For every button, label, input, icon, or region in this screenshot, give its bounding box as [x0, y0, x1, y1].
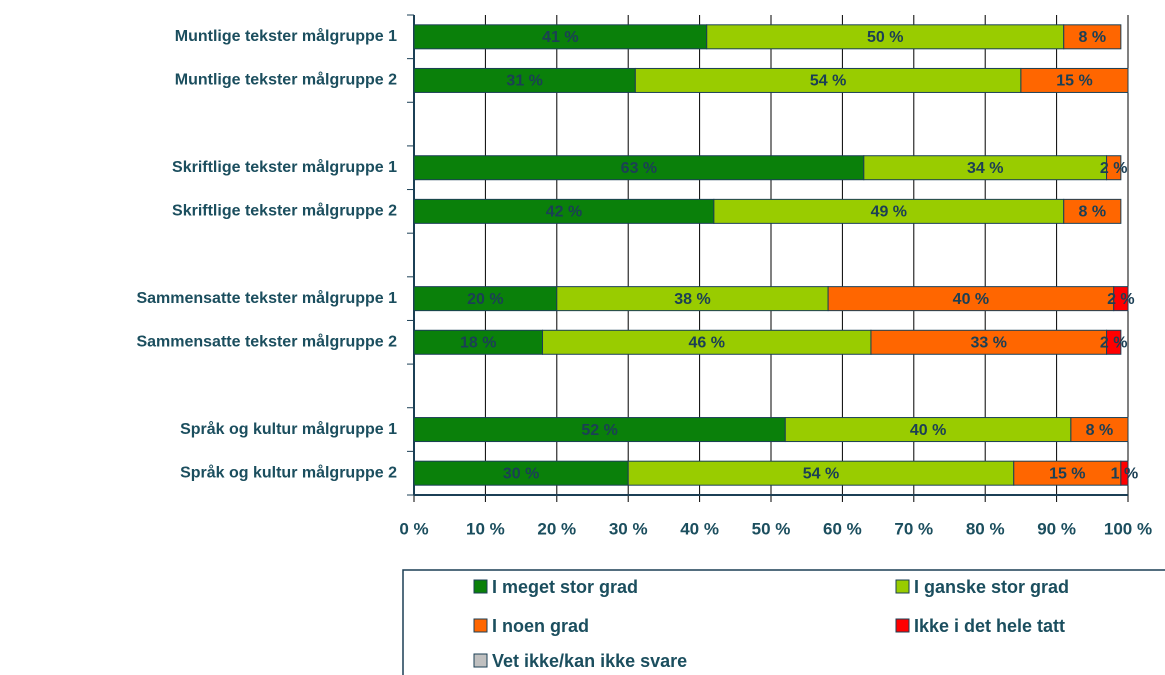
bar-segment	[413, 286, 558, 312]
data-label: 2 %	[1100, 160, 1128, 177]
data-label: 30 %	[503, 465, 539, 482]
bar-segment	[1063, 24, 1122, 50]
data-label: 15 %	[1056, 73, 1092, 90]
bar-segment	[1020, 67, 1129, 93]
legend-box	[402, 569, 1165, 675]
legend-label: I noen grad	[492, 616, 589, 636]
legend-label: Ikke i det hele tatt	[914, 616, 1065, 636]
bar-segment	[1120, 460, 1129, 486]
x-tick-label: 0 %	[399, 519, 428, 538]
data-label: 34 %	[967, 160, 1003, 177]
bar-segment	[413, 417, 786, 443]
data-label: 46 %	[689, 334, 725, 351]
x-tick-label: 70 %	[894, 519, 933, 538]
bar-segment	[870, 329, 1108, 355]
bar-segment	[713, 198, 1065, 224]
data-label: 20 %	[467, 291, 503, 308]
bar-segment	[1113, 286, 1129, 312]
bar-segment	[413, 329, 544, 355]
bar-segment	[827, 286, 1115, 312]
x-tick-label: 10 %	[466, 519, 505, 538]
bar-segment	[413, 24, 708, 50]
data-label: 41 %	[542, 29, 578, 46]
data-label: 2 %	[1100, 334, 1128, 351]
legend-swatch	[473, 618, 488, 633]
bar-segment	[413, 198, 715, 224]
category-label: Muntlige tekster målgruppe 1	[175, 27, 397, 45]
data-label: 40 %	[910, 422, 946, 439]
bar-segment	[413, 155, 865, 181]
category-label: Språk og kultur målgruppe 2	[180, 463, 397, 481]
data-label: 63 %	[621, 160, 657, 177]
data-label: 49 %	[871, 204, 907, 221]
data-label: 42 %	[546, 204, 582, 221]
x-tick-label: 100 %	[1104, 519, 1152, 538]
bar-segment	[634, 67, 1022, 93]
data-label: 50 %	[867, 29, 903, 46]
data-label: 54 %	[803, 465, 839, 482]
x-tick-label: 30 %	[609, 519, 648, 538]
legend-swatch	[895, 618, 910, 633]
bar-segment	[1106, 155, 1122, 181]
x-tick-label: 90 %	[1037, 519, 1076, 538]
data-label: 8 %	[1079, 29, 1107, 46]
data-label: 40 %	[953, 291, 989, 308]
data-label: 54 %	[810, 73, 846, 90]
x-tick-label: 60 %	[823, 519, 862, 538]
legend-swatch	[473, 653, 488, 668]
category-label: Sammensatte tekster målgruppe 1	[136, 289, 397, 307]
data-label: 8 %	[1079, 204, 1107, 221]
data-label: 2 %	[1107, 291, 1135, 308]
legend-swatch	[895, 579, 910, 594]
data-label: 1 %	[1111, 465, 1139, 482]
legend-label: I meget stor grad	[492, 577, 638, 597]
legend-swatch	[473, 579, 488, 594]
x-tick-label: 80 %	[966, 519, 1005, 538]
legend-label: I ganske stor grad	[914, 577, 1069, 597]
category-label: Skriftlige tekster målgruppe 2	[172, 202, 397, 220]
x-tick-label: 50 %	[752, 519, 791, 538]
data-label: 33 %	[971, 334, 1007, 351]
data-label: 31 %	[506, 73, 542, 90]
bar-segment	[542, 329, 872, 355]
bar-segment	[627, 460, 1015, 486]
category-label: Språk og kultur målgruppe 1	[180, 420, 397, 438]
x-tick-label: 40 %	[680, 519, 719, 538]
bar-segment	[1106, 329, 1122, 355]
bar-segment	[863, 155, 1108, 181]
category-label: Skriftlige tekster målgruppe 1	[172, 158, 397, 176]
category-label: Sammensatte tekster målgruppe 2	[136, 332, 397, 350]
category-label: Muntlige tekster målgruppe 2	[175, 71, 397, 89]
bar-segment	[413, 460, 629, 486]
x-tick-label: 20 %	[537, 519, 576, 538]
legend-label: Vet ikke/kan ikke svare	[492, 651, 687, 671]
data-label: 15 %	[1049, 465, 1085, 482]
bar-segment	[784, 417, 1072, 443]
data-label: 8 %	[1086, 422, 1114, 439]
data-label: 38 %	[674, 291, 710, 308]
data-label: 52 %	[581, 422, 617, 439]
data-label: 18 %	[460, 334, 496, 351]
bar-segment	[1063, 198, 1122, 224]
bar-segment	[1070, 417, 1129, 443]
bar-segment	[1013, 460, 1122, 486]
